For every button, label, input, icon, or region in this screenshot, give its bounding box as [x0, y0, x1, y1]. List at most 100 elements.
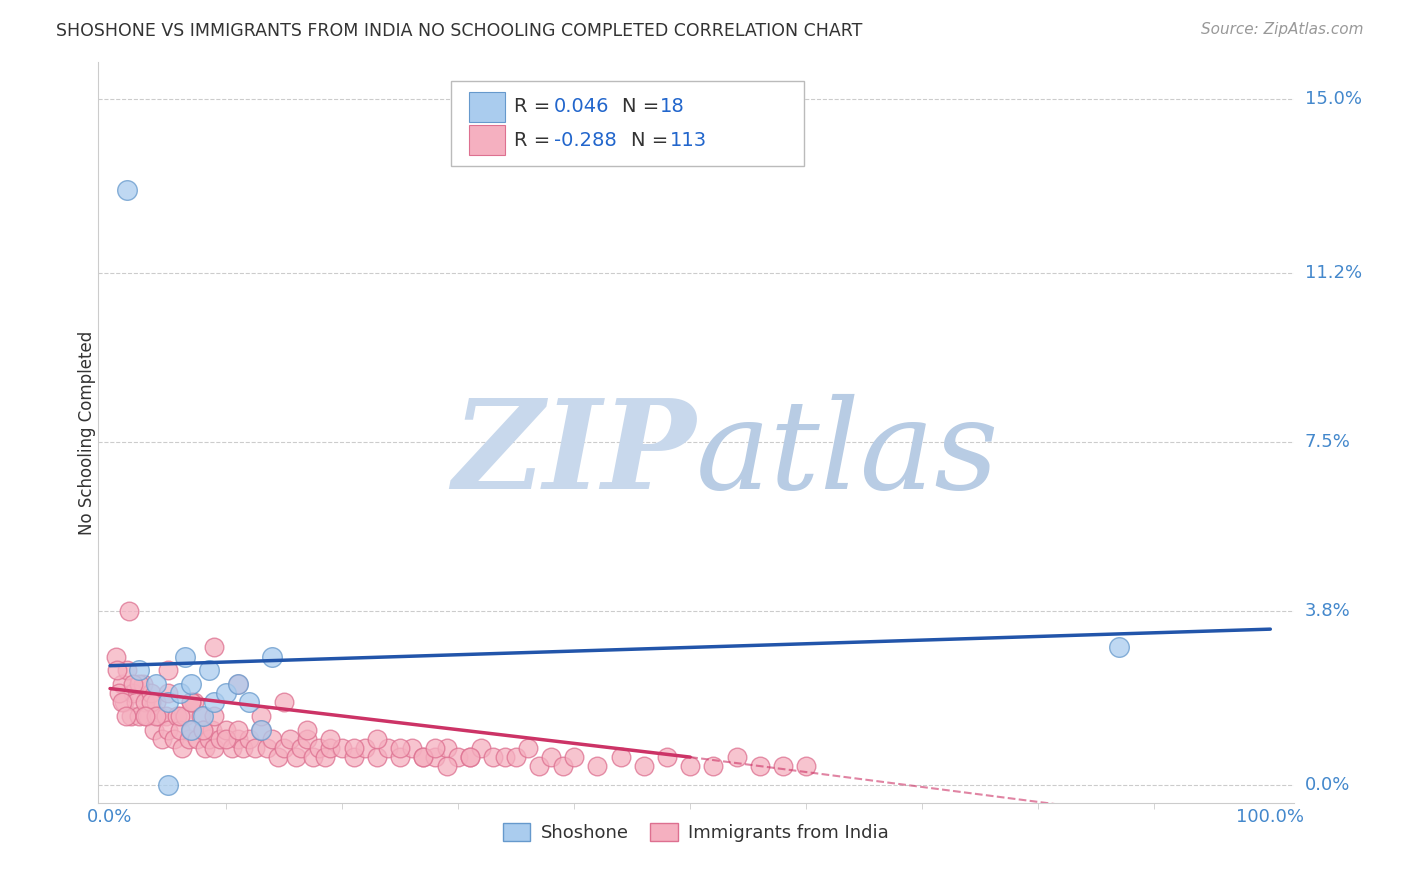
Point	[412, 750, 434, 764]
Point	[562, 750, 585, 764]
Point	[139, 695, 162, 709]
Point	[725, 750, 748, 764]
Point	[215, 731, 238, 746]
Point	[319, 731, 342, 746]
Point	[226, 723, 249, 737]
Point	[117, 663, 139, 677]
Text: ZIP: ZIP	[453, 394, 696, 516]
Point	[174, 649, 197, 664]
Point	[191, 723, 214, 737]
Point	[586, 759, 609, 773]
Point	[447, 750, 470, 764]
Text: 15.0%: 15.0%	[1305, 90, 1361, 108]
Point	[377, 741, 399, 756]
Point	[243, 741, 266, 756]
Point	[191, 723, 214, 737]
Point	[204, 695, 226, 709]
Point	[190, 709, 212, 723]
Point	[401, 741, 423, 756]
Point	[290, 741, 312, 756]
Point	[794, 759, 817, 773]
Point	[250, 709, 273, 723]
Bar	[470, 126, 505, 155]
Point	[366, 731, 388, 746]
Point	[204, 741, 226, 756]
Point	[143, 723, 166, 737]
Point	[177, 731, 200, 746]
Point	[139, 686, 162, 700]
Y-axis label: No Schooling Completed: No Schooling Completed	[79, 331, 96, 534]
Point	[330, 741, 353, 756]
Point	[772, 759, 794, 773]
Point	[197, 663, 219, 677]
Point	[157, 686, 180, 700]
Point	[702, 759, 724, 773]
Point	[201, 723, 224, 737]
Point	[157, 663, 180, 677]
Point	[136, 709, 159, 723]
Point	[302, 750, 325, 764]
Point	[494, 750, 516, 764]
Point	[423, 741, 446, 756]
Point	[108, 686, 131, 700]
Point	[278, 731, 301, 746]
Point	[128, 663, 150, 677]
Point	[1108, 640, 1130, 655]
Point	[226, 677, 249, 691]
Point	[169, 709, 191, 723]
Text: R =: R =	[515, 130, 551, 150]
Point	[262, 649, 284, 664]
Point	[308, 741, 330, 756]
Point	[131, 677, 153, 691]
Text: 0.046: 0.046	[554, 97, 609, 116]
Text: 0.0%: 0.0%	[1305, 775, 1350, 794]
Point	[226, 677, 249, 691]
Point	[157, 695, 180, 709]
Point	[470, 741, 492, 756]
Point	[482, 750, 505, 764]
Point	[633, 759, 655, 773]
Point	[105, 663, 128, 677]
Text: Source: ZipAtlas.com: Source: ZipAtlas.com	[1201, 22, 1364, 37]
Point	[180, 695, 202, 709]
Point	[169, 686, 191, 700]
Point	[540, 750, 562, 764]
Point	[609, 750, 631, 764]
Point	[174, 709, 197, 723]
Point	[180, 677, 202, 691]
Text: SHOSHONE VS IMMIGRANTS FROM INDIA NO SCHOOLING COMPLETED CORRELATION CHART: SHOSHONE VS IMMIGRANTS FROM INDIA NO SCH…	[56, 22, 863, 40]
Text: N =: N =	[631, 130, 669, 150]
Point	[273, 741, 295, 756]
Point	[120, 709, 142, 723]
Point	[389, 750, 412, 764]
FancyBboxPatch shape	[451, 81, 804, 166]
Point	[458, 750, 481, 764]
Point	[250, 723, 273, 737]
Point	[256, 741, 278, 756]
Point	[389, 741, 412, 756]
Point	[180, 695, 202, 709]
Point	[157, 723, 180, 737]
Point	[297, 723, 319, 737]
Point	[516, 741, 538, 756]
Point	[436, 741, 458, 756]
Point	[343, 741, 366, 756]
Text: -0.288: -0.288	[554, 130, 616, 150]
Text: 11.2%: 11.2%	[1305, 264, 1362, 282]
Point	[209, 731, 232, 746]
Point	[354, 741, 377, 756]
Point	[204, 640, 226, 655]
Point	[273, 695, 295, 709]
Point	[186, 731, 208, 746]
Text: 113: 113	[669, 130, 707, 150]
Point	[128, 677, 150, 691]
Point	[150, 731, 173, 746]
Point	[215, 686, 238, 700]
Point	[112, 695, 135, 709]
Point	[170, 741, 193, 756]
Point	[183, 695, 205, 709]
Point	[458, 750, 481, 764]
Point	[297, 731, 319, 746]
Point	[343, 750, 366, 764]
Point	[748, 759, 770, 773]
